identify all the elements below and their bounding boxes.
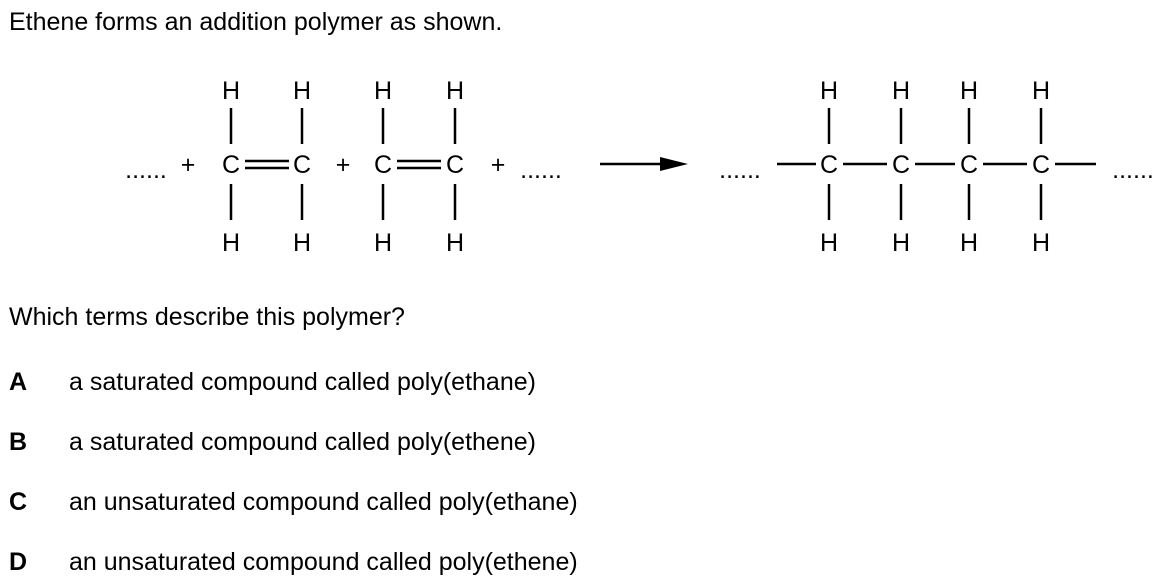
atom-c: C [892, 151, 910, 179]
ellipsis-polymer-left: ...... [719, 156, 761, 184]
intro-text: Ethene forms an addition polymer as show… [9, 8, 503, 36]
atom-h: H [820, 229, 838, 257]
plus-sign-1: + [181, 151, 196, 179]
plus-sign-3: + [491, 151, 506, 179]
option-letter: B [9, 428, 28, 456]
option-letter: D [9, 548, 28, 576]
atom-h: H [1032, 77, 1050, 105]
option-text: an unsaturated compound called poly(etha… [69, 488, 578, 516]
atom-h: H [374, 77, 392, 105]
atom-c: C [820, 151, 838, 179]
atom-h: H [293, 77, 311, 105]
option-letter: A [9, 368, 28, 396]
atom-h: H [960, 229, 978, 257]
atom-c: C [374, 151, 392, 179]
atom-c: C [222, 151, 240, 179]
atom-c: C [446, 151, 464, 179]
option-text: an unsaturated compound called poly(ethe… [69, 548, 578, 576]
atom-c: C [960, 151, 978, 179]
atom-h: H [446, 77, 464, 105]
reaction-diagram: ...... + + + ...... ...... ...... H H H … [125, 77, 1154, 257]
plus-sign-2: + [336, 151, 351, 179]
atom-h: H [374, 229, 392, 257]
atom-c: C [1032, 151, 1050, 179]
option-text: a saturated compound called poly(ethane) [69, 368, 536, 396]
ellipsis-polymer-right: ...... [1112, 156, 1154, 184]
option-letter: C [9, 488, 28, 516]
atom-h: H [293, 229, 311, 257]
arrow-head [660, 157, 688, 171]
atom-h: H [222, 229, 240, 257]
ellipsis-left: ...... [125, 156, 167, 184]
atom-h: H [1032, 229, 1050, 257]
option-text: a saturated compound called poly(ethene) [69, 428, 536, 456]
bond-lines [229, 108, 1096, 220]
ellipsis-monomer-right: ...... [520, 156, 562, 184]
atom-h: H [892, 229, 910, 257]
atom-h: H [820, 77, 838, 105]
atom-h: H [892, 77, 910, 105]
question-prompt: Which terms describe this polymer? [9, 303, 405, 331]
atom-h: H [960, 77, 978, 105]
atom-h: H [446, 229, 464, 257]
atom-c: C [293, 151, 311, 179]
atom-h: H [222, 77, 240, 105]
